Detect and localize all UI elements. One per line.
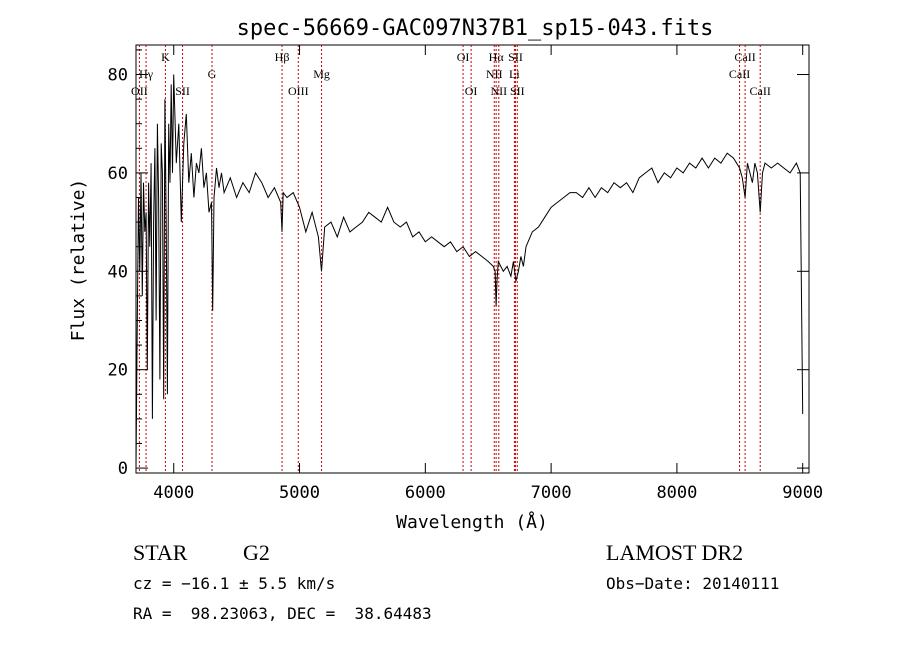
- line-label: Hγ: [139, 67, 154, 81]
- redshift-value: cz = −16.1 ± 5.5 km/s: [133, 574, 336, 593]
- object-class: STAR: [133, 540, 188, 565]
- x-tick-label: 5000: [279, 483, 320, 503]
- line-label: CaII: [750, 84, 771, 98]
- line-label: OI: [457, 50, 470, 64]
- line-label: OII: [131, 84, 148, 98]
- object-subclass: G2: [243, 540, 270, 565]
- chart-title: spec-56669-GAC097N37B1_sp15-043.fits: [237, 16, 714, 41]
- line-label: Mg: [313, 67, 330, 81]
- y-tick-label: 60: [108, 164, 128, 184]
- line-label: SII: [508, 50, 523, 64]
- x-tick-label: 6000: [405, 483, 446, 503]
- y-axis-label: Flux (relative): [68, 179, 89, 342]
- line-markers: [138, 45, 761, 473]
- observation-date: Obs−Date: 20140111: [606, 574, 780, 593]
- line-label: NII: [486, 67, 503, 81]
- line-label: CaII: [729, 67, 750, 81]
- y-tick-label: 80: [108, 66, 128, 86]
- line-label: OI: [465, 84, 478, 98]
- line-label: Hα: [489, 50, 505, 64]
- y-tick-label: 40: [108, 262, 128, 282]
- survey-name: LAMOST DR2: [606, 540, 744, 565]
- x-axis-ticks: 4000 5000 6000 7000 8000 9000: [153, 45, 823, 503]
- plot-frame: [135, 44, 810, 474]
- x-tick-label: 9000: [782, 483, 823, 503]
- line-label: OIII: [288, 84, 309, 98]
- line-label: Li: [509, 67, 520, 81]
- line-label: Hβ: [275, 50, 290, 64]
- line-label: SII: [175, 84, 190, 98]
- y-axis-ticks: 0 20 40 60 80: [108, 49, 809, 479]
- line-label: SII: [510, 84, 525, 98]
- y-tick-label: 0: [118, 459, 128, 479]
- line-label: G: [208, 67, 217, 81]
- x-tick-label: 8000: [656, 483, 697, 503]
- spectrum-chart: spec-56669-GAC097N37B1_sp15-043.fits OII…: [68, 16, 823, 533]
- line-labels: OIIHγKSIIGHβOIIIMgOIOIHαNIINIISIILiSIICa…: [131, 50, 771, 98]
- x-axis-label: Wavelength (Å): [396, 511, 548, 533]
- coordinates: RA = 98.23063, DEC = 38.64483: [133, 604, 432, 623]
- line-label: NII: [490, 84, 507, 98]
- line-label: CaII: [734, 50, 755, 64]
- x-tick-label: 7000: [531, 483, 572, 503]
- line-label: K: [161, 50, 170, 64]
- y-tick-label: 20: [108, 361, 128, 381]
- x-tick-label: 4000: [153, 483, 194, 503]
- spectrum-series-line: [135, 74, 804, 469]
